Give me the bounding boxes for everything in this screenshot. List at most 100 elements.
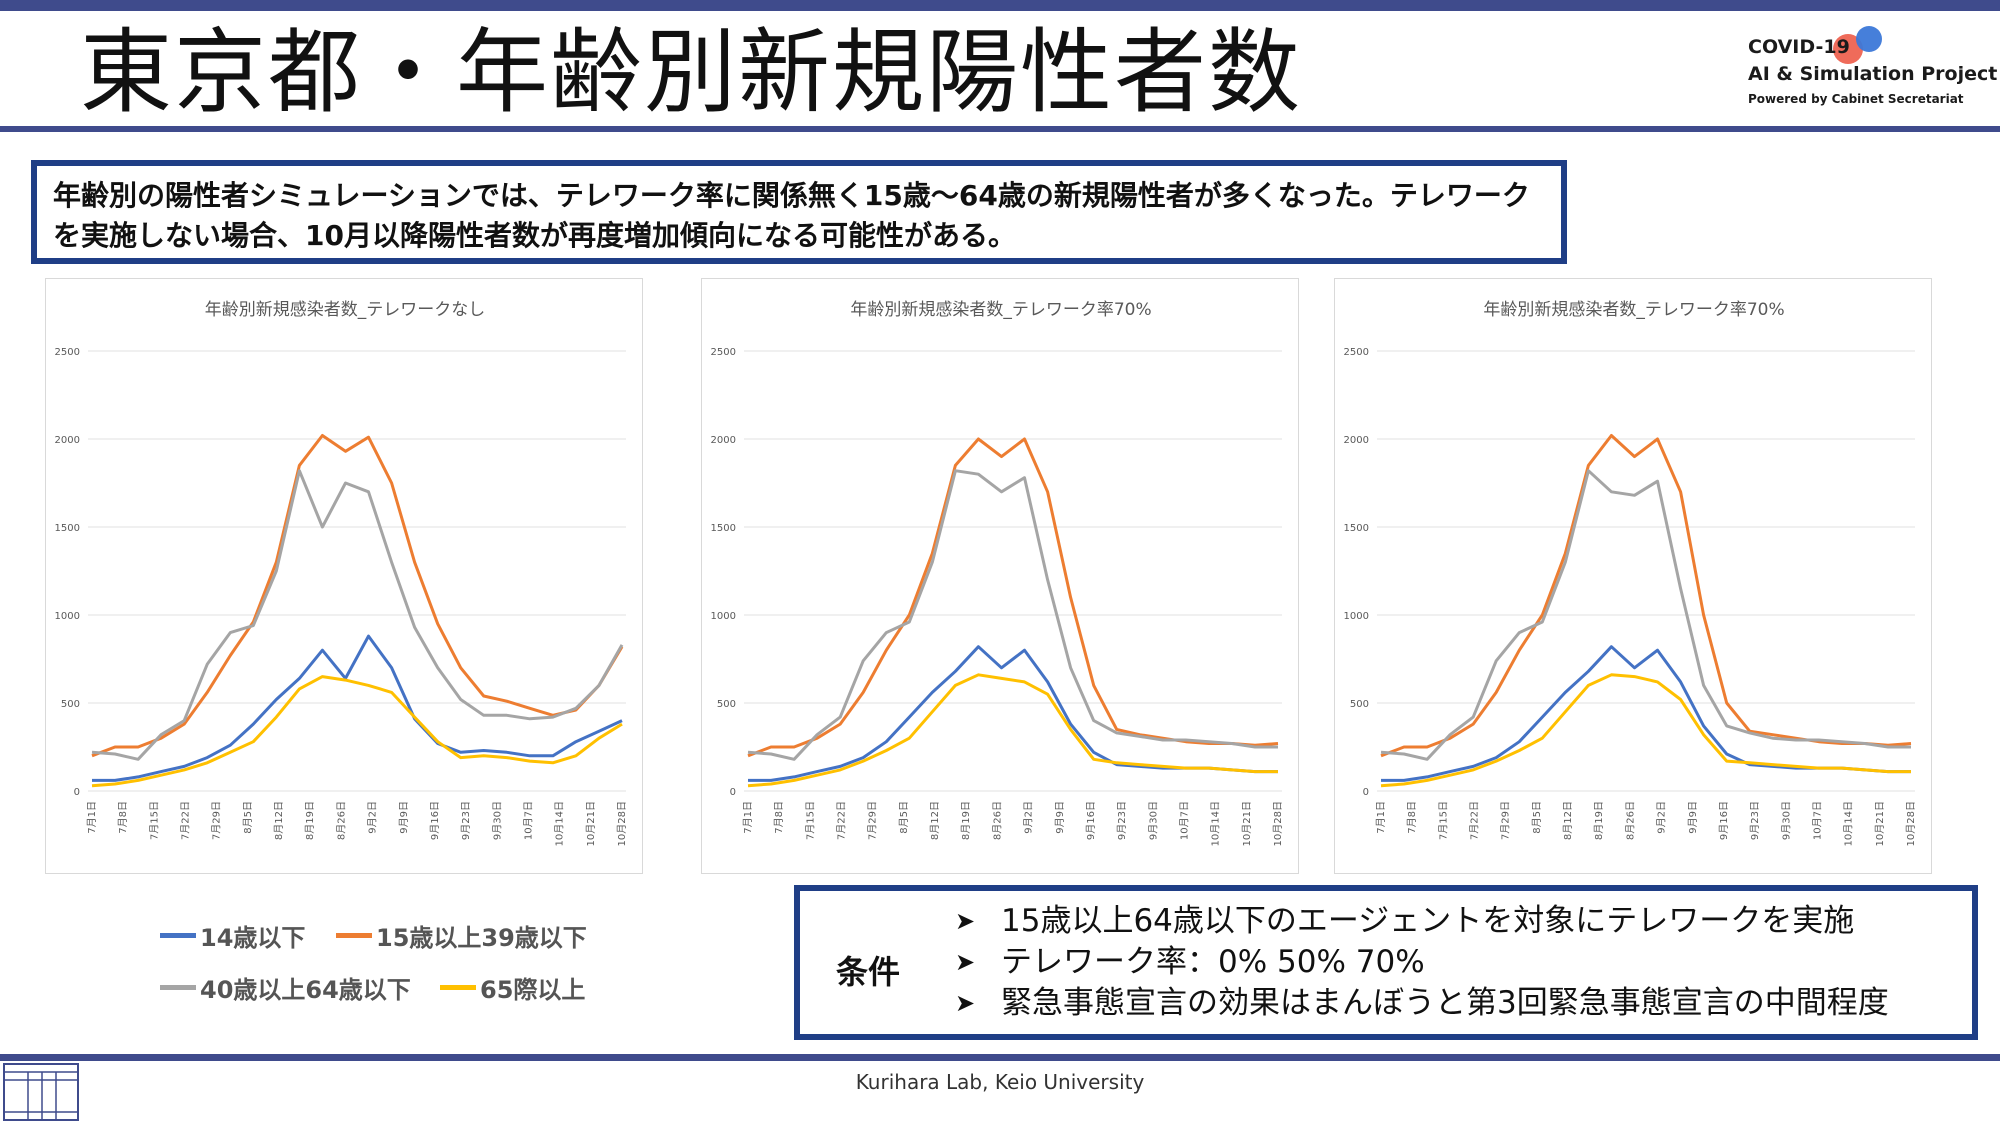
legend-swatch-gray [160,985,196,990]
y-tick-label: 2000 [711,435,736,446]
legend-item-65: 65際以上 [440,970,585,1005]
series-line [92,634,623,782]
x-tick-label: 8月19日 [1593,801,1605,840]
chart-no-telework: 年齢別新規感染者数_テレワークなし 0 500 1000 1500 2000 2500 7月1… [55,300,628,846]
x-tick-label: 9月30日 [491,801,503,840]
y-tick-label: 2000 [1344,435,1369,446]
chart-telework-3: 年齢別新規感染者数_テレワーク率70% 0 500 1000 1500 2000 2500 7… [1344,300,1917,846]
x-tick-label: 10月21日 [585,801,597,846]
legend-swatch-blue [160,933,196,938]
x-tick-label: 8月19日 [304,801,316,840]
chart-panel-3: 年齢別新規感染者数_テレワーク率70% 0 500 1000 1500 2000 2500 7… [1334,278,1932,874]
x-tick-label: 9月2日 [367,801,379,834]
x-tick-label: 7月22日 [180,801,192,840]
x-tick-label: 8月12日 [1562,801,1574,840]
series-line [748,645,1278,782]
y-tick-label: 2000 [55,435,80,446]
x-tick-label: 8月26日 [1624,801,1636,840]
series-line [91,469,624,761]
conditions-list: ➤ 15歳以上64歳以下のエージェントを対象にテレワークを実施 ➤ テレワーク率：0… [955,901,1889,1024]
x-tick-label: 8月5日 [1531,801,1543,834]
y-tick-label: 1000 [711,611,736,622]
logo-line3: Powered by Cabinet Secretariat [1748,92,1964,106]
series-line [747,673,1278,788]
x-tick-label: 10月14日 [1210,801,1222,846]
y-tick-label: 500 [717,699,736,710]
x-tick-label: 8月19日 [960,801,972,840]
legend-swatch-orange [336,933,372,938]
x-tick-label: 7月15日 [148,801,160,840]
x-tick-label: 9月16日 [1718,801,1730,840]
x-tick-label: 7月15日 [804,801,816,840]
x-tick-label: 10月7日 [522,801,534,840]
summary-box: 年齢別の陽性者シミュレーションでは、テレワーク率に関係無く15歳～64歳の新規陽… [31,160,1567,264]
x-tick-label: 10月14日 [1843,801,1855,846]
x-tick-label: 9月2日 [1023,801,1035,834]
x-tick-label: 7月22日 [1469,801,1481,840]
x-tick-label: 9月23日 [1116,801,1128,840]
x-tick-label: 7月1日 [1375,801,1387,834]
chart-panel-2: 年齢別新規感染者数_テレワーク率70% 0 500 1000 1500 2000 2500 7… [701,278,1299,874]
x-tick-label: 7月15日 [1437,801,1449,840]
x-tick-label: 10月14日 [554,801,566,846]
x-tick-label: 7月1日 [742,801,754,834]
x-tick-label: 9月2日 [1656,801,1668,834]
x-tick-label: 8月26日 [991,801,1003,840]
x-tick-label: 9月16日 [429,801,441,840]
y-tick-label: 0 [1363,787,1369,798]
x-tick-label: 8月26日 [335,801,347,840]
x-tick-label: 7月8日 [117,801,129,834]
x-tick-label: 9月30日 [1780,801,1792,840]
x-tick-label: 9月23日 [1749,801,1761,840]
x-tick-label: 10月28日 [1272,801,1284,846]
x-tick-label: 9月9日 [398,801,410,834]
chart-telework-2: 年齢別新規感染者数_テレワーク率70% 0 500 1000 1500 2000 2500 7… [711,300,1284,846]
legend-label: 65際以上 [480,976,586,1004]
x-tick-label: 10月28日 [1905,801,1917,846]
chart-title: 年齢別新規感染者数_テレワークなし [205,300,486,320]
series-line [747,437,1279,758]
x-tick-label: 8月5日 [898,801,910,834]
x-tick-label: 9月23日 [460,801,472,840]
condition-item: ➤ 15歳以上64歳以下のエージェントを対象にテレワークを実施 [955,901,1889,942]
chart-title: 年齢別新規感染者数_テレワーク率70% [850,300,1151,320]
logo-line2: AI & Simulation Project [1748,63,1998,85]
series-line [747,469,1278,761]
chart-panel-1: 年齢別新規感染者数_テレワークなし 0 500 1000 1500 2000 2500 7月1… [45,278,643,874]
x-tick-label: 10月7日 [1811,801,1823,840]
x-tick-label: 10月28日 [616,801,628,846]
y-tick-label: 0 [74,787,80,798]
x-tick-label: 8月12日 [273,801,285,840]
condition-item: ➤ 緊急事態宣言の効果はまんぼうと第3回緊急事態宣言の中間程度 [955,983,1889,1024]
series-line [1380,673,1911,788]
footer-credit: Kurihara Lab, Keio University [855,1070,1145,1094]
logo-line1: COVID-19 [1748,36,1850,58]
lab-logo-icon [3,1063,79,1121]
y-tick-label: 1000 [1344,611,1369,622]
legend-label: 15歳以上39歳以下 [376,924,587,952]
x-tick-label: 7月29日 [867,801,879,840]
series-line [91,675,623,788]
logo-blue-dot [1856,26,1882,52]
x-tick-label: 9月9日 [1054,801,1066,834]
x-tick-label: 9月9日 [1687,801,1699,834]
x-tick-label: 10月21日 [1241,801,1253,846]
y-tick-label: 1500 [1344,523,1369,534]
chart-title: 年齢別新規感染者数_テレワーク率70% [1483,300,1784,320]
x-tick-label: 10月21日 [1874,801,1886,846]
y-tick-label: 1500 [55,523,80,534]
page-title: 東京都・年齢別新規陽性者数 [80,19,1303,126]
arrow-bullet-icon: ➤ [955,948,976,976]
chart-legend: 14歳以下 15歳以上39歳以下 40歳以上64歳以下 65際以上 [150,918,650,1008]
conditions-label: 条件 [836,953,901,991]
legend-swatch-yellow [440,985,476,990]
legend-item-15-39: 15歳以上39歳以下 [336,918,587,953]
y-tick-label: 500 [1350,699,1369,710]
y-tick-label: 2500 [1344,347,1369,358]
y-tick-label: 500 [61,699,80,710]
title-rule [0,126,2000,132]
conditions-box: 条件 ➤ 15歳以上64歳以下のエージェントを対象にテレワークを実施 ➤ テレワーク… [794,885,1978,1040]
series-line [1380,469,1911,761]
x-tick-label: 7月29日 [1500,801,1512,840]
summary-text: 年齢別の陽性者シミュレーションでは、テレワーク率に関係無く15歳～64歳の新規陽… [53,179,1530,252]
